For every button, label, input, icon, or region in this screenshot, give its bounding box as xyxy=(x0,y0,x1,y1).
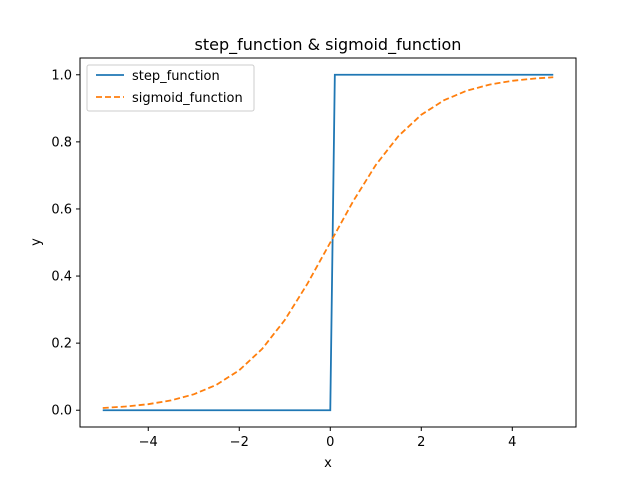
y-tick-label: 0.2 xyxy=(51,337,72,352)
y-axis-label: y xyxy=(29,238,44,246)
y-tick-label: 0.8 xyxy=(51,135,72,150)
legend: step_function sigmoid_function xyxy=(86,64,255,112)
x-axis-label: x xyxy=(324,456,332,471)
legend-box xyxy=(86,64,255,112)
series-line-sigmoid-function xyxy=(102,76,554,409)
x-tick-label: 4 xyxy=(508,435,516,450)
series-lines xyxy=(102,73,554,412)
plot-frame xyxy=(79,57,577,428)
x-axis-ticks: −4 −2 0 2 4 xyxy=(139,427,516,450)
x-tick-label: 0 xyxy=(326,435,334,450)
y-axis-ticks: 0.0 0.2 0.4 0.6 0.8 1.0 xyxy=(51,68,80,419)
y-tick-label: 1.0 xyxy=(51,68,72,83)
series-line-step-function xyxy=(102,73,554,412)
y-tick-label: 0.4 xyxy=(51,270,72,285)
plot-background xyxy=(80,58,576,427)
x-tick-label: −2 xyxy=(230,435,249,450)
y-tick-label: 0.6 xyxy=(51,202,72,217)
plot-area: −4 −2 0 2 4 0.0 0.2 0.4 0.6 0.8 1.0 xyxy=(51,57,577,450)
legend-label-sigmoid-function: sigmoid_function xyxy=(132,91,243,106)
legend-label-step-function: step_function xyxy=(132,69,220,84)
chart-title: step_function & sigmoid_function xyxy=(195,35,462,55)
x-tick-label: 2 xyxy=(417,435,425,450)
x-tick-label: −4 xyxy=(139,435,158,450)
y-tick-label: 0.0 xyxy=(51,404,72,419)
